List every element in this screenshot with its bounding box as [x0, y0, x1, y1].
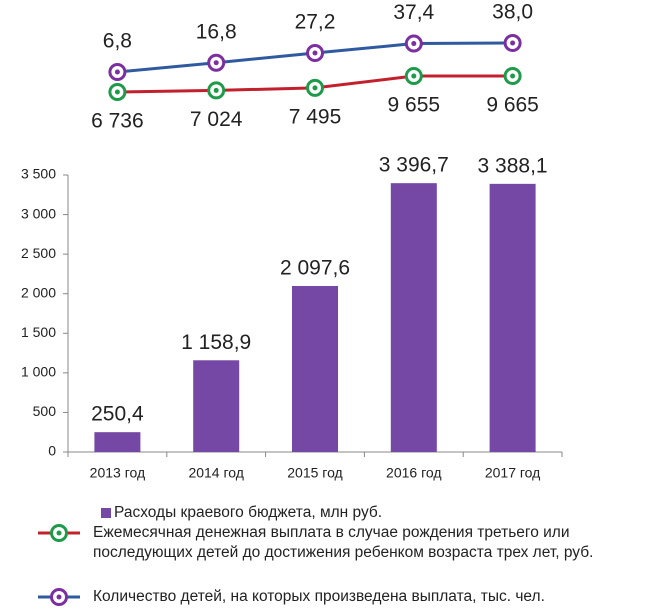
line-marker [503, 67, 522, 85]
line-marker [306, 78, 324, 97]
line-marker [108, 63, 127, 81]
bar-value-label: 250,4 [91, 403, 144, 426]
legend-marker-dot [56, 594, 62, 600]
bar [94, 432, 141, 452]
y-tick-label: 3 000 [21, 205, 56, 221]
line-value-label: 16,8 [196, 20, 237, 43]
bar-value-label: 3 396,7 [379, 154, 449, 177]
y-tick-label: 0 [48, 443, 56, 459]
bar-value-label: 2 097,6 [280, 257, 350, 280]
line-marker [207, 53, 226, 72]
line-value-label: 37,4 [393, 1, 434, 24]
line-marker [306, 44, 324, 63]
line-marker-dot [114, 89, 120, 95]
y-tick-label: 1 000 [21, 364, 56, 380]
line-marker [404, 67, 423, 86]
y-tick-label: 500 [33, 403, 57, 419]
legend-marker [50, 524, 68, 542]
bar-value-label: 3 388,1 [478, 154, 548, 177]
line-marker-dot [312, 50, 318, 56]
line-value-label: 7 495 [289, 105, 342, 128]
line-marker-dot [411, 41, 417, 47]
line-marker-dot [312, 85, 318, 91]
line-marker [503, 34, 522, 52]
y-tick-label: 1 500 [21, 324, 56, 340]
legend-marker-dot [56, 530, 62, 536]
line-value-label: 27,2 [295, 11, 336, 34]
x-tick-label: 2014 год [188, 465, 243, 481]
line-marker-dot [213, 60, 219, 66]
line-value-label: 9 665 [486, 94, 539, 117]
line-marker-dot [213, 87, 219, 93]
line-marker [404, 34, 423, 53]
line-marker [108, 83, 127, 101]
legend-label: Количество детей, на которых произведена… [93, 588, 545, 605]
y-tick-label: 2 000 [21, 284, 56, 300]
bar [193, 360, 240, 452]
line-value-label: 7 024 [190, 108, 243, 131]
x-tick-label: 2016 год [386, 465, 441, 481]
line-value-label: 6 736 [91, 110, 144, 133]
line-marker-dot [114, 69, 120, 75]
line-value-label: 38,0 [492, 1, 533, 24]
line-marker-dot [510, 73, 516, 79]
line-marker-dot [411, 73, 417, 79]
x-tick-label: 2013 год [90, 465, 145, 481]
line-value-label: 9 655 [388, 94, 441, 117]
x-tick-label: 2015 год [287, 465, 342, 481]
legend-label: Ежемесячная денежная выплата в случае ро… [93, 524, 594, 561]
legend-label: Расходы краевого бюджета, млн руб. [114, 504, 383, 521]
bar-value-label: 1 158,9 [181, 331, 251, 354]
line-marker [207, 81, 226, 100]
bar [390, 183, 437, 452]
x-tick-label: 2017 год [485, 465, 540, 481]
bar [292, 285, 338, 452]
legend-marker [50, 588, 68, 606]
y-tick-label: 2 500 [21, 245, 56, 261]
bar [489, 183, 536, 452]
line-marker-dot [510, 40, 516, 46]
y-tick-label: 3 500 [21, 166, 56, 182]
legend-swatch [101, 508, 111, 518]
line-value-label: 6,8 [103, 30, 132, 53]
